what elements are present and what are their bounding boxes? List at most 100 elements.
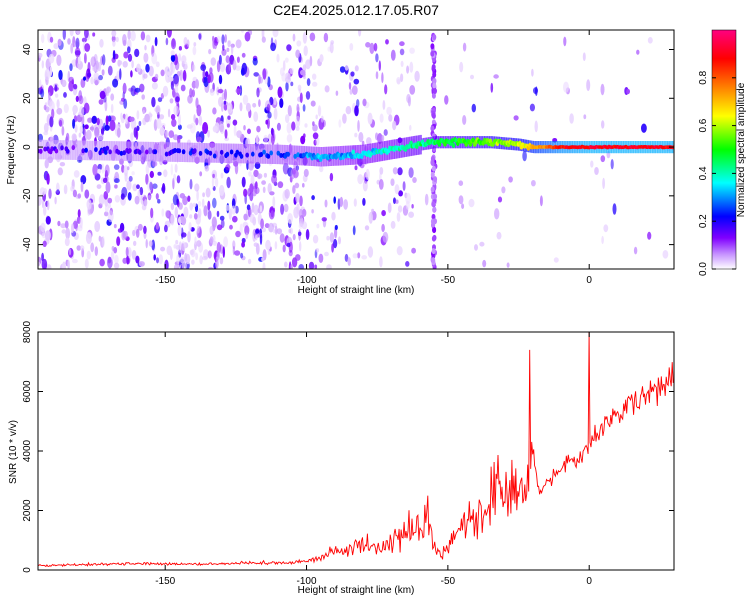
noise-blob [57, 220, 61, 227]
ridge-halo [112, 141, 115, 161]
noise-blob [156, 118, 162, 129]
streak-blob [431, 257, 436, 264]
noise-blob [292, 33, 296, 42]
noise-blob [344, 64, 349, 71]
noise-blob [59, 162, 66, 167]
noise-blob [126, 255, 130, 265]
noise-blob [381, 223, 385, 233]
noise-blob [97, 163, 103, 171]
noise-blob [102, 54, 106, 66]
noise-blob [319, 165, 324, 173]
noise-blob [261, 30, 265, 39]
noise-blob [195, 117, 199, 126]
noise-blob [405, 261, 410, 267]
noise-blob [326, 264, 332, 269]
noise-blob [386, 106, 392, 116]
noise-blob [131, 250, 137, 260]
noise-blob [298, 223, 304, 229]
ridge-blob [212, 153, 217, 159]
noise-blob [396, 246, 403, 256]
noise-blob [75, 37, 80, 49]
noise-blob [72, 118, 76, 129]
noise-blob [626, 88, 630, 95]
streak-blob [430, 43, 435, 50]
noise-blob [222, 246, 225, 258]
noise-blob [147, 195, 152, 200]
colorbar-tick-label: 0.6 [698, 118, 709, 132]
noise-blob [462, 115, 467, 125]
noise-blob [198, 115, 203, 126]
noise-blob [89, 126, 95, 131]
noise-blob [353, 198, 357, 207]
noise-blob [444, 95, 449, 105]
noise-blob [459, 61, 464, 73]
noise-blob [151, 96, 156, 108]
noise-blob [247, 258, 252, 265]
noise-blob [295, 115, 301, 128]
noise-blob [329, 42, 334, 54]
ridge-blob [437, 141, 442, 147]
noise-blob [311, 209, 314, 214]
snr-series-line [38, 332, 674, 568]
x-tick-label: 0 [586, 275, 592, 286]
noise-blob [41, 252, 44, 262]
ridge-blob [239, 153, 244, 159]
noise-blob [159, 114, 165, 120]
noise-blob [48, 188, 52, 199]
ridge-halo [212, 143, 216, 163]
noise-blob [71, 133, 77, 142]
noise-blob [84, 43, 91, 52]
noise-blob [84, 189, 90, 199]
ridge-halo [88, 140, 92, 161]
noise-blob [334, 224, 338, 231]
noise-blob [277, 181, 284, 189]
noise-blob [318, 253, 324, 263]
noise-blob [110, 103, 114, 114]
noise-blob [197, 208, 202, 218]
noise-blob [226, 123, 230, 128]
noise-blob [56, 107, 63, 115]
noise-blob [90, 242, 95, 253]
noise-blob [189, 178, 193, 190]
noise-blob [468, 198, 475, 208]
noise-blob [201, 198, 205, 208]
noise-blob [113, 262, 120, 269]
noise-blob [68, 76, 74, 83]
noise-blob [280, 203, 285, 215]
noise-blob [43, 205, 47, 216]
noise-blob [600, 155, 606, 163]
noise-blob [284, 188, 290, 199]
noise-blob [256, 173, 263, 179]
ridge-blob [177, 148, 182, 154]
noise-blob [69, 30, 74, 37]
noise-blob [98, 194, 105, 206]
noise-blob [531, 68, 534, 77]
noise-blob [115, 36, 119, 43]
noise-blob [226, 176, 231, 189]
noise-blob [113, 247, 118, 254]
noise-blob [170, 38, 177, 50]
ridge-halo [141, 141, 144, 162]
noise-blob [189, 202, 193, 211]
noise-blob [104, 124, 110, 131]
noise-blob [390, 49, 396, 61]
noise-blob [295, 126, 300, 131]
noise-blob [462, 42, 467, 52]
ridge-blob [266, 153, 271, 159]
ridge-blob [301, 152, 306, 158]
noise-blob [563, 36, 567, 47]
noise-blob [73, 170, 80, 178]
ridge-blob [116, 149, 121, 155]
noise-blob [474, 244, 478, 251]
noise-blob [354, 105, 359, 117]
noise-blob [151, 82, 158, 90]
noise-blob [241, 62, 248, 75]
noise-blob [157, 199, 161, 204]
noise-blob [38, 261, 41, 267]
noise-blob [212, 107, 217, 115]
noise-blob [194, 236, 197, 245]
noise-blob [347, 257, 351, 266]
noise-blob [501, 186, 506, 194]
noise-blob [352, 225, 356, 236]
ridge-blob [193, 148, 197, 154]
